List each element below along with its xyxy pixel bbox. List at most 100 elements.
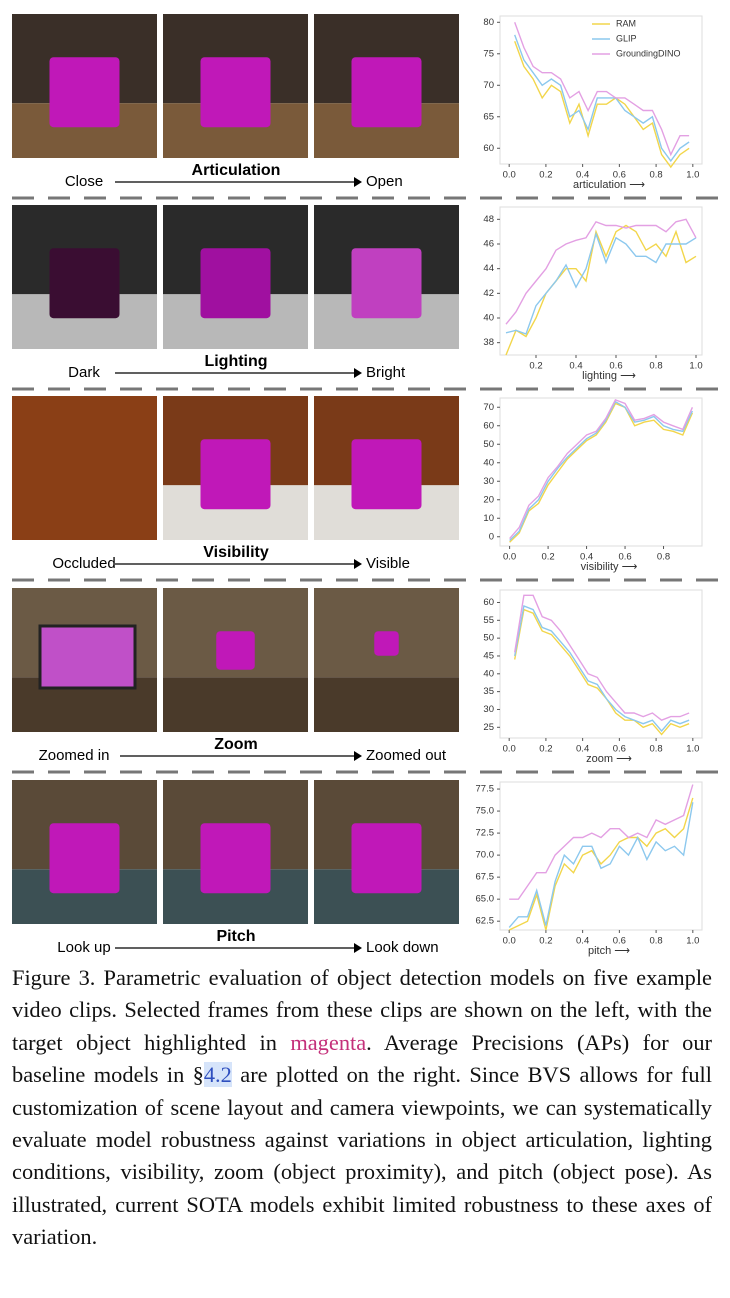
series-line [509,784,694,900]
y-tick-label: 55 [483,615,494,626]
x-tick-label: 0.6 [613,744,626,755]
y-tick-label: 25 [483,722,494,733]
y-tick-label: 65.0 [476,894,495,905]
series-line [514,40,690,169]
row-axis-label: Articulation [192,162,281,179]
plot-frame [499,397,703,547]
y-tick-label: 67.5 [476,872,495,883]
figure: Close Articulation Open Dark Lighting Bright O… [12,14,720,957]
y-tick-label: 44 [483,263,494,274]
frame-image [12,205,157,349]
x-tick-label: 0.2 [541,552,554,563]
row-axis-label: Lighting [204,353,267,370]
x-axis-label: articulation ⟶ [573,179,645,191]
object [351,439,422,510]
frame [38,624,137,690]
y-tick-label: 48 [483,214,494,225]
series-line [514,605,690,732]
y-tick-label: 70 [483,402,494,413]
object [49,823,120,894]
frame-image [163,14,308,158]
y-tick-label: 72.5 [476,828,495,839]
object [200,57,271,128]
object [374,631,399,656]
y-tick-label: 65 [483,111,494,122]
x-tick-label: 0.0 [503,170,516,181]
x-tick-label: 0.8 [657,552,670,563]
floor [314,677,459,732]
series-line [514,594,690,721]
x-tick-label: 1.0 [686,936,699,947]
y-tick-label: 60 [483,420,494,431]
row-right-label: Look down [366,939,439,956]
series-line [514,22,690,157]
arrow-head [354,368,362,378]
y-tick-label: 42 [483,288,494,299]
y-tick-label: 30 [483,704,494,715]
series-line [509,402,694,543]
x-tick-label: 0.2 [529,361,542,372]
row-left-label: Close [65,173,103,190]
object [200,248,271,319]
series-line [509,399,694,540]
object [351,248,422,319]
plot-frame [499,206,703,356]
y-tick-label: 0 [489,531,494,542]
series-line [514,34,690,163]
row-right-label: Open [366,173,403,190]
x-tick-label: 0.6 [618,552,631,563]
x-tick-label: 0.4 [576,170,589,181]
plot-frame [499,781,703,931]
x-tick-label: 1.0 [686,744,699,755]
x-tick-label: 0.4 [580,552,593,563]
y-tick-label: 80 [483,17,494,28]
y-tick-label: 10 [483,513,494,524]
x-tick-label: 0.6 [609,361,622,372]
caption-highlight: magenta [290,1029,367,1055]
frame-image [163,396,308,540]
y-tick-label: 77.5 [476,784,495,795]
y-tick-label: 45 [483,650,494,661]
frame-image [12,396,157,540]
row-left-label: Zoomed in [39,747,110,764]
y-tick-label: 20 [483,494,494,505]
y-tick-label: 70 [483,80,494,91]
series-line [505,231,697,335]
frame-image [314,205,459,349]
caption-text: Figure 3. Parametric evaluation of objec… [12,965,712,1055]
frame-image [314,588,459,732]
x-tick-label: 1.0 [686,170,699,181]
door [12,396,157,540]
series-line [514,608,690,736]
y-tick-label: 60 [483,597,494,608]
y-tick-label: 40 [483,668,494,679]
object [351,57,422,128]
row-right-label: Bright [366,364,406,381]
x-axis-label: zoom ⟶ [586,753,632,765]
y-tick-label: 75.0 [476,806,495,817]
row-axis-label: Zoom [214,736,258,753]
object [49,248,120,319]
series-line [509,400,694,542]
legend-label: GroundingDINO [616,48,681,58]
y-tick-label: 50 [483,439,494,450]
object [49,57,120,128]
x-tick-label: 0.0 [503,936,516,947]
caption-ref[interactable]: 4.2 [203,1062,232,1088]
y-tick-label: 70.0 [476,850,495,861]
x-axis-label: lighting ⟶ [582,370,636,382]
frame-image [163,780,308,924]
x-tick-label: 0.2 [539,744,552,755]
caption-text: are plotted on the right. Since BVS allo… [12,1062,712,1250]
x-axis-label: visibility ⟶ [581,561,638,573]
y-tick-label: 35 [483,686,494,697]
row-right-label: Visible [366,555,410,572]
x-tick-label: 0.4 [576,936,589,947]
frame-image [163,205,308,349]
object [200,439,271,510]
y-tick-label: 75 [483,48,494,59]
x-tick-label: 0.4 [576,744,589,755]
x-tick-label: 0.6 [613,936,626,947]
series-line [508,802,694,928]
